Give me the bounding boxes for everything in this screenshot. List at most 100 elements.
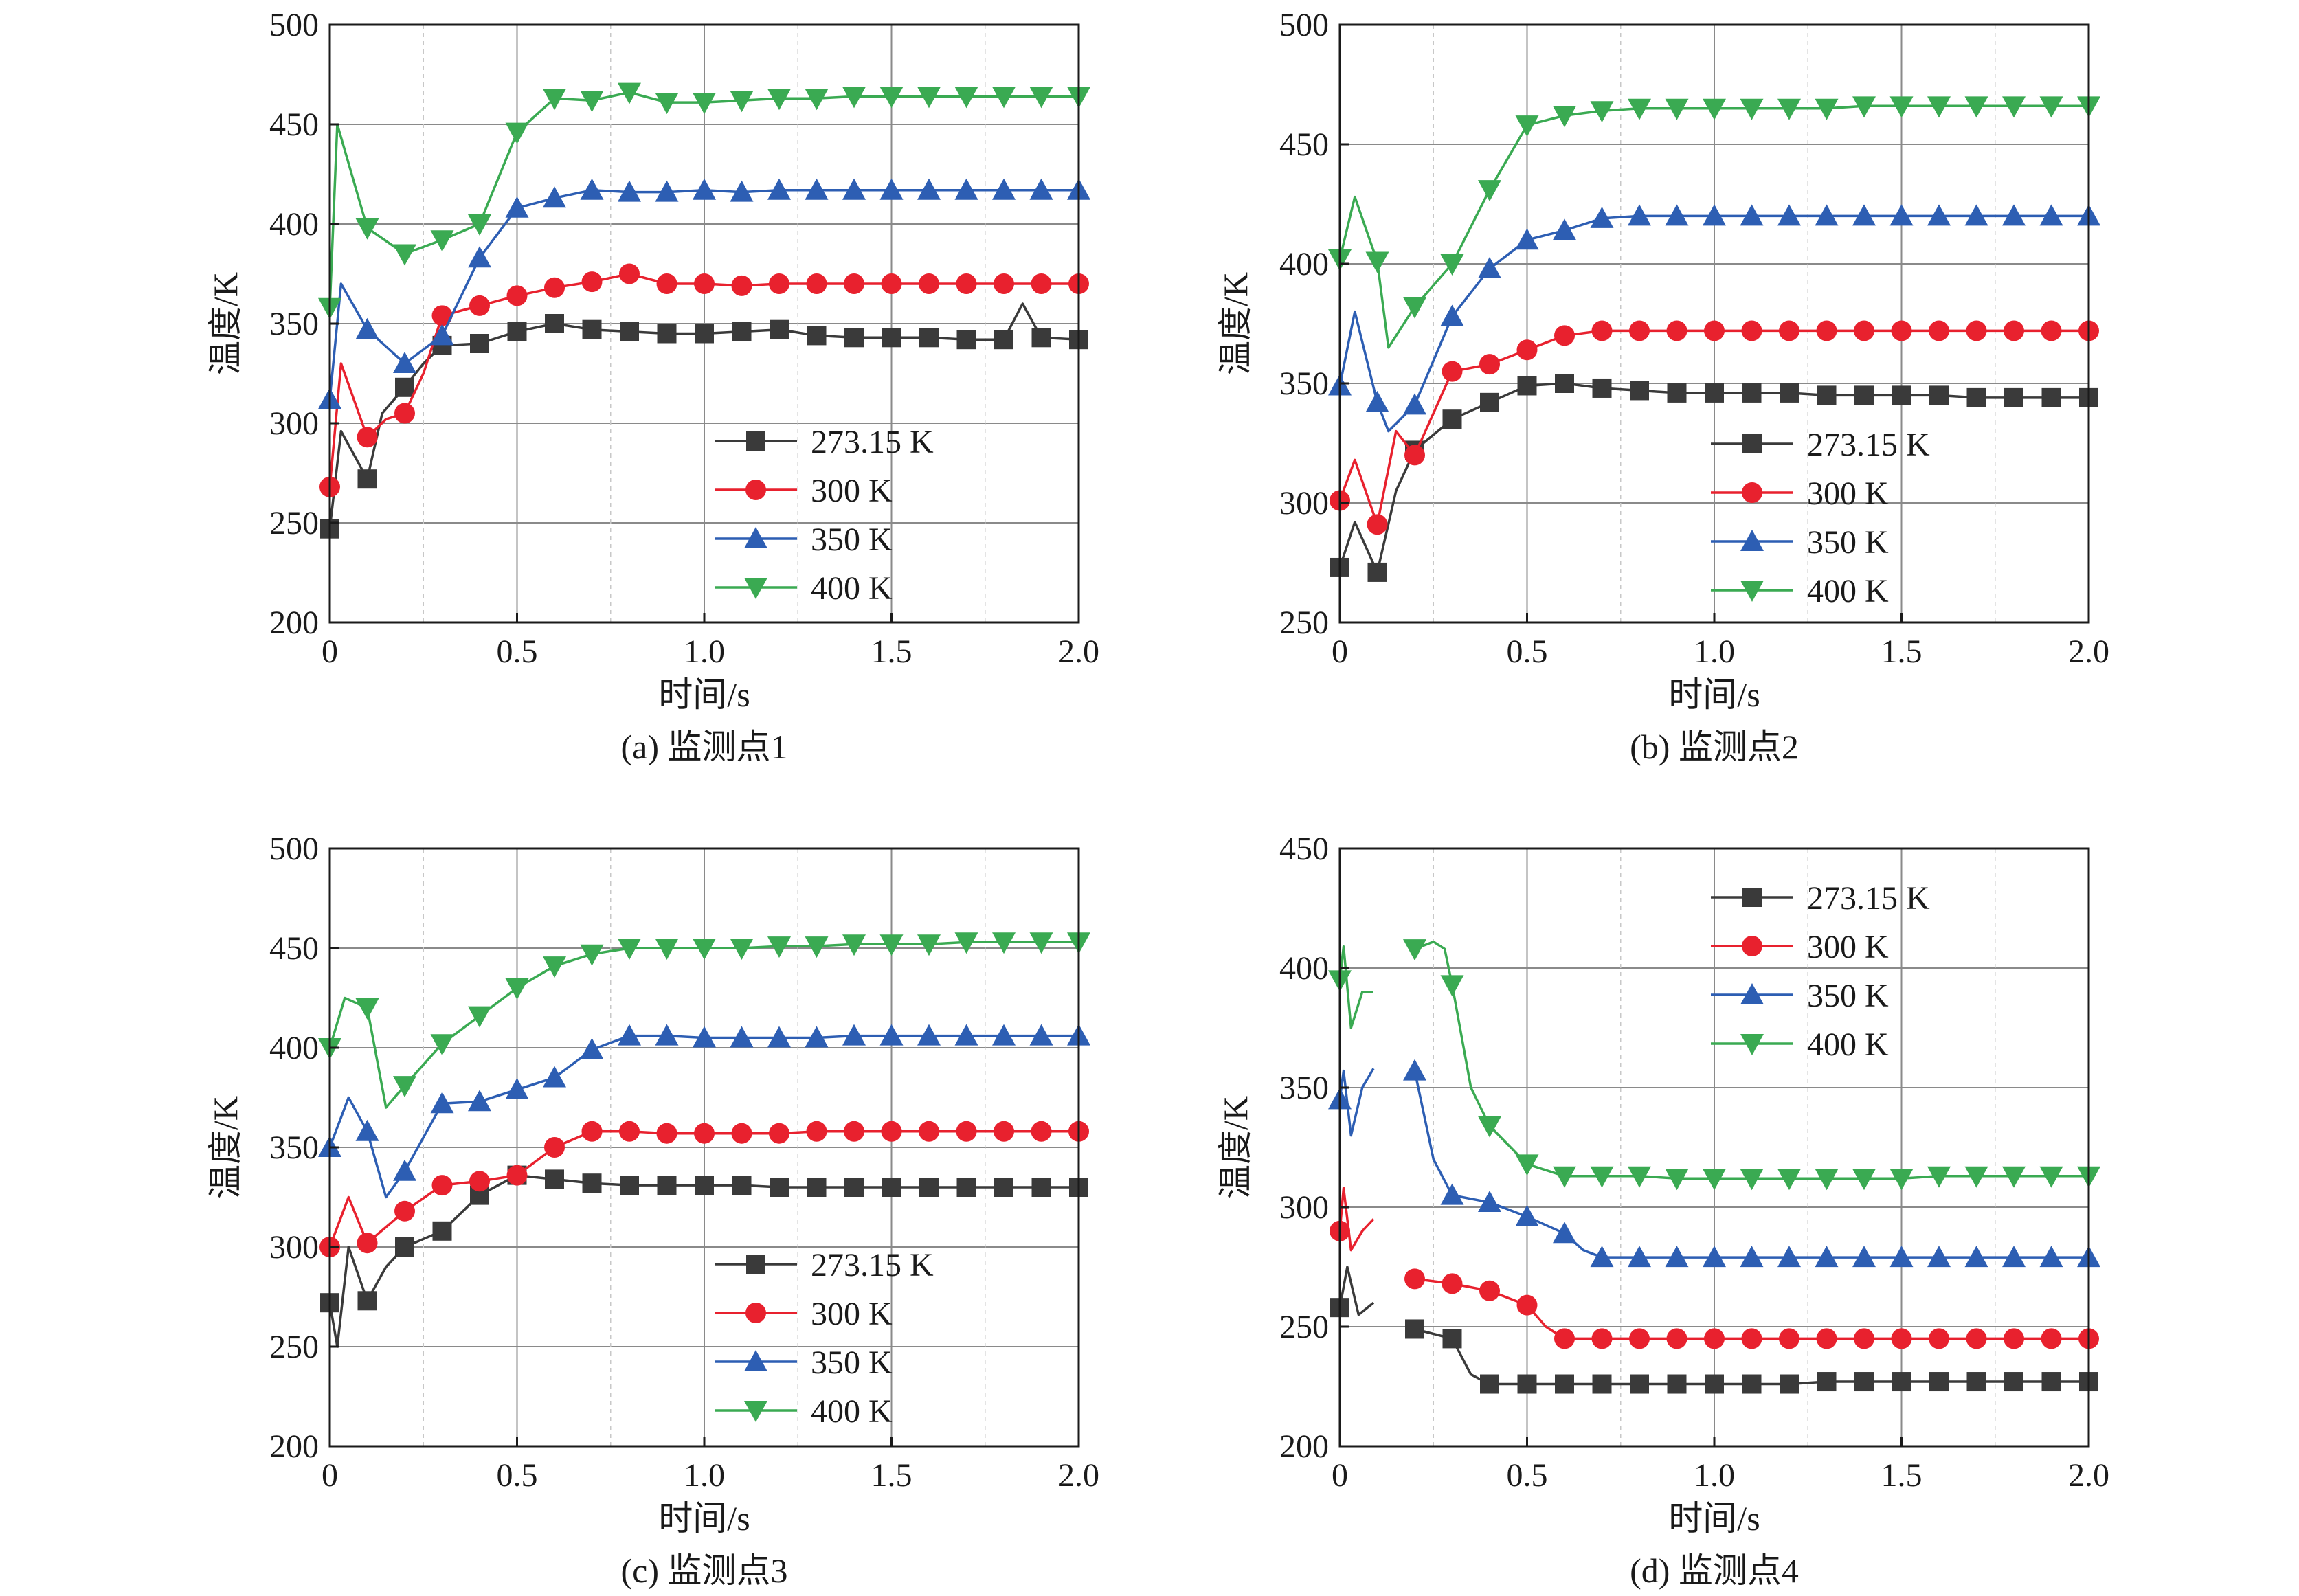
data-point bbox=[994, 273, 1014, 294]
x-tick-label: 0 bbox=[322, 633, 338, 670]
x-axis-label: 时间/s bbox=[1668, 675, 1760, 714]
data-point bbox=[919, 273, 939, 294]
data-point bbox=[805, 1026, 829, 1048]
data-point bbox=[842, 87, 866, 109]
data-point bbox=[1815, 204, 1839, 226]
data-point bbox=[357, 1291, 377, 1311]
data-point bbox=[2041, 320, 2062, 341]
legend-marker bbox=[746, 431, 765, 451]
legend-marker bbox=[1742, 936, 1762, 956]
y-tick-label: 300 bbox=[1279, 1189, 1329, 1226]
data-point bbox=[956, 1178, 976, 1197]
x-axis-label: 时间/s bbox=[1668, 1499, 1760, 1538]
data-point bbox=[806, 1121, 827, 1142]
data-point bbox=[1555, 1374, 1574, 1394]
data-point bbox=[1628, 1246, 1651, 1268]
data-point bbox=[655, 1024, 679, 1046]
data-point bbox=[1929, 320, 1949, 341]
data-point bbox=[657, 324, 677, 344]
data-point bbox=[357, 427, 378, 448]
data-point bbox=[1628, 204, 1651, 226]
y-tick-label: 350 bbox=[269, 306, 319, 342]
y-tick-label: 300 bbox=[1279, 485, 1329, 521]
data-point bbox=[695, 324, 714, 344]
legend-marker bbox=[1740, 530, 1764, 551]
y-axis-label: 温度/K bbox=[1216, 1096, 1255, 1199]
data-point bbox=[393, 1076, 416, 1098]
data-point bbox=[2041, 1328, 2062, 1349]
data-point bbox=[468, 214, 491, 236]
data-point bbox=[1777, 1169, 1801, 1191]
data-point bbox=[1516, 1294, 1538, 1316]
x-tick-label: 0 bbox=[1332, 1457, 1348, 1494]
data-point bbox=[1852, 96, 1876, 118]
data-point bbox=[1889, 96, 1914, 118]
data-point bbox=[432, 1221, 452, 1241]
data-point bbox=[956, 1121, 977, 1142]
data-point bbox=[1964, 204, 1988, 226]
y-tick-label: 250 bbox=[269, 505, 319, 541]
data-point bbox=[393, 352, 416, 373]
y-tick-label: 400 bbox=[269, 1030, 319, 1066]
data-point bbox=[879, 178, 904, 200]
data-point bbox=[1777, 98, 1801, 120]
data-point bbox=[1630, 1374, 1649, 1394]
data-point bbox=[730, 91, 754, 113]
data-point bbox=[1705, 1374, 1724, 1394]
legend-label: 400 K bbox=[811, 570, 893, 607]
data-point bbox=[2004, 387, 2023, 407]
data-point bbox=[2002, 204, 2026, 226]
legend-marker bbox=[745, 1303, 766, 1323]
data-point bbox=[1817, 385, 1837, 405]
legend-label: 273.15 K bbox=[1807, 880, 1930, 917]
data-point bbox=[992, 87, 1016, 109]
data-point bbox=[505, 122, 529, 144]
data-point bbox=[618, 939, 641, 960]
data-point bbox=[1703, 98, 1726, 120]
data-point bbox=[1440, 1183, 1464, 1205]
data-point bbox=[2002, 96, 2026, 118]
x-tick-label: 1.0 bbox=[684, 633, 725, 670]
data-point bbox=[618, 1024, 641, 1046]
series-line-4 bbox=[328, 91, 1079, 308]
data-point bbox=[1966, 320, 1987, 341]
y-tick-label: 250 bbox=[1279, 1309, 1329, 1345]
data-point bbox=[842, 934, 866, 956]
data-point bbox=[430, 1092, 454, 1114]
data-point bbox=[1404, 1268, 1425, 1290]
data-point bbox=[693, 93, 716, 115]
data-point bbox=[879, 87, 904, 109]
data-point bbox=[655, 939, 679, 960]
chart-panel-1: 0 0.5 1.0 1.5 2.0 200 250 300 350 400 450 500 时间/s 温度… bbox=[206, 7, 1099, 766]
data-point bbox=[582, 1173, 602, 1193]
data-point bbox=[469, 1171, 490, 1192]
data-point bbox=[919, 1121, 939, 1142]
data-point bbox=[1553, 106, 1576, 128]
data-point bbox=[1365, 251, 1389, 273]
data-point bbox=[468, 1006, 491, 1028]
data-point bbox=[2004, 320, 2024, 341]
data-point bbox=[1666, 1328, 1687, 1349]
data-point bbox=[2039, 96, 2063, 118]
data-point bbox=[767, 178, 791, 200]
data-point bbox=[730, 180, 754, 202]
data-point bbox=[1031, 1121, 1052, 1142]
legend-label: 273.15 K bbox=[811, 1247, 934, 1283]
data-point bbox=[1666, 320, 1687, 341]
x-tick-label: 2.0 bbox=[2068, 1457, 2109, 1494]
data-point bbox=[1478, 180, 1501, 202]
data-point bbox=[656, 1123, 677, 1144]
data-point bbox=[430, 324, 454, 346]
x-tick-label: 1.5 bbox=[871, 1457, 912, 1494]
data-point bbox=[1628, 98, 1651, 120]
data-point bbox=[1403, 393, 1426, 415]
data-point bbox=[767, 1026, 791, 1048]
legend-marker bbox=[744, 578, 767, 599]
data-point bbox=[842, 178, 866, 200]
data-point bbox=[1029, 932, 1053, 954]
data-point bbox=[2002, 1246, 2026, 1268]
data-point bbox=[1440, 304, 1464, 326]
data-point bbox=[470, 334, 489, 353]
data-point bbox=[844, 328, 864, 348]
data-point bbox=[1854, 1328, 1874, 1349]
